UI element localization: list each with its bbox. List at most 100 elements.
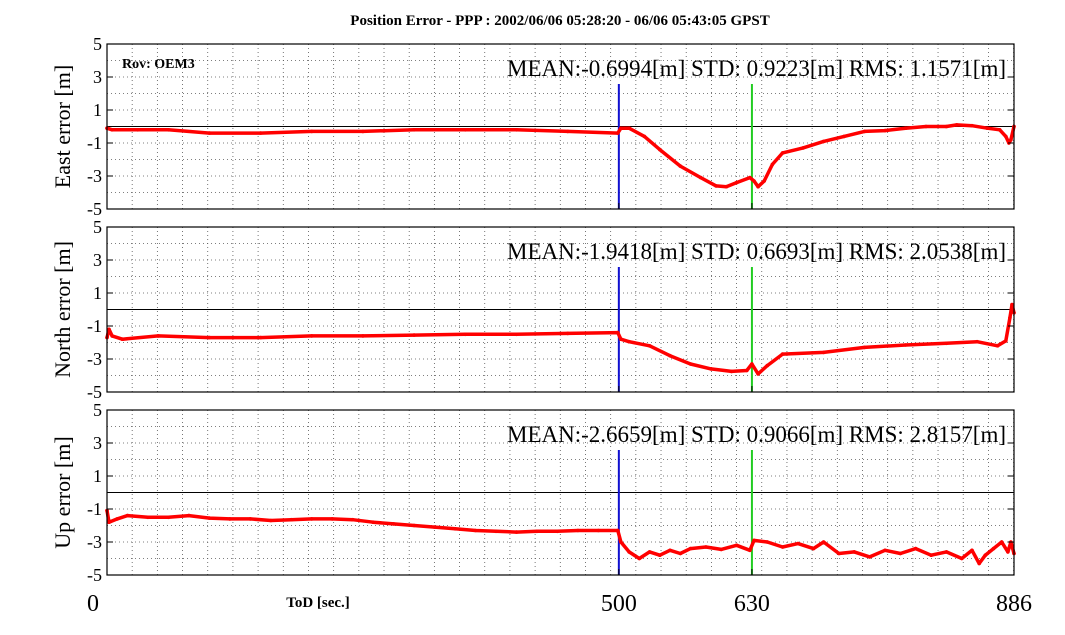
data-point: [688, 546, 693, 551]
data-point: [714, 184, 718, 188]
data-point: [780, 545, 785, 549]
data-point: [207, 335, 212, 340]
data-point: [898, 551, 903, 556]
statistics-label: MEAN:-2.6659[m] STD: 0.9066[m] RMS: 2.81…: [507, 422, 1006, 447]
data-point: [780, 151, 785, 155]
data-point: [361, 129, 365, 134]
data-point: [668, 548, 672, 553]
data-point: [944, 341, 949, 346]
data-point: [748, 175, 752, 180]
data-point: [637, 556, 642, 561]
data-point: [1010, 302, 1014, 307]
data-point: [565, 129, 570, 134]
data-point: [258, 131, 263, 135]
data-point: [350, 517, 355, 522]
x-tick-label: 630: [734, 591, 770, 617]
data-point: [688, 362, 693, 366]
y-axis-label: Up error [m]: [50, 436, 75, 548]
data-point: [642, 134, 647, 139]
data-point: [596, 528, 601, 533]
data-point: [166, 515, 171, 520]
data-point: [837, 551, 841, 556]
data-point: [269, 518, 273, 523]
x-tick-labels: 0 500 630 886: [87, 203, 1032, 617]
data-point: [709, 367, 713, 371]
data-point: [412, 333, 416, 337]
y-tick-label: -3: [87, 532, 102, 552]
data-point: [821, 540, 826, 544]
y-tick-label: -1: [87, 316, 102, 336]
data-point: [110, 128, 114, 132]
data-point: [412, 523, 416, 528]
data-point: [555, 529, 560, 534]
data-point: [999, 540, 1004, 544]
y-tick-label: 3: [93, 250, 102, 270]
data-point: [1006, 550, 1010, 554]
data-point: [371, 520, 376, 524]
data-point: [954, 123, 959, 127]
data-point: [929, 553, 933, 557]
data-point: [752, 179, 756, 183]
data-point: [1004, 134, 1008, 139]
data-point: [975, 339, 979, 344]
data-point: [535, 529, 539, 534]
data-point: [125, 513, 130, 518]
data-point: [678, 551, 683, 556]
data-point: [1004, 339, 1008, 343]
data-point: [330, 517, 335, 521]
data-point: [752, 538, 756, 543]
data-point: [678, 164, 683, 168]
y-tick-label: -5: [87, 565, 102, 585]
data-point: [576, 528, 580, 533]
data-point: [796, 541, 800, 546]
data-point: [985, 126, 990, 130]
data-point: [748, 548, 752, 553]
x-axis-label: ToD [sec.]: [286, 595, 350, 611]
y-tick-label: -5: [87, 382, 102, 402]
plot-frame: [106, 43, 1015, 210]
data-point: [156, 334, 160, 338]
data-point: [724, 184, 729, 189]
data-point: [627, 550, 631, 554]
data-point: [852, 550, 857, 554]
data-point: [770, 162, 775, 167]
data-point: [627, 339, 631, 344]
y-tick-label: -1: [87, 499, 102, 519]
statistics-label: MEAN:-1.9418[m] STD: 0.6693[m] RMS: 2.05…: [507, 239, 1006, 264]
data-point: [258, 335, 263, 340]
y-axis-label: North error [m]: [50, 241, 75, 378]
data-point: [453, 527, 457, 531]
data-point: [658, 147, 662, 152]
y-tick-label: 5: [93, 400, 102, 420]
data-point: [883, 128, 887, 133]
data-point: [821, 139, 826, 144]
data-point: [107, 520, 111, 524]
data-point: [616, 528, 620, 533]
panel-1: 5 3 1 -1 -3 -5 East error [m] MEAN:-0.6994[m] S…: [50, 34, 1016, 219]
y-tick-label: 3: [93, 67, 102, 87]
data-point: [391, 522, 396, 526]
data-point: [997, 128, 1002, 132]
data-point: [309, 334, 314, 338]
panel-3: 5 3 1 -1 -3 -5 Up error [m] MEAN:-2.6659[m] STD…: [50, 400, 1016, 585]
data-point: [187, 513, 191, 518]
data-point: [115, 517, 119, 521]
x-tick-label: 0: [87, 591, 99, 617]
data-point: [821, 350, 826, 355]
y-tick-label: -3: [87, 349, 102, 369]
data-point: [903, 343, 908, 347]
statistics-label: MEAN:-0.6994[m] STD: 0.9223[m] RMS: 1.15…: [507, 56, 1006, 81]
error-series-line: [105, 302, 1016, 376]
data-point: [514, 530, 519, 534]
chart-title: Position Error - PPP : 2002/06/06 05:28:…: [350, 13, 769, 29]
data-point: [514, 128, 519, 132]
data-point: [913, 546, 918, 551]
data-point: [412, 128, 416, 132]
data-point: [616, 330, 620, 335]
data-point: [207, 131, 212, 135]
data-point: [883, 548, 887, 553]
data-point: [970, 548, 974, 553]
data-point: [842, 134, 846, 139]
data-point: [762, 179, 766, 183]
rover-label: Rov: OEM3: [122, 57, 195, 72]
